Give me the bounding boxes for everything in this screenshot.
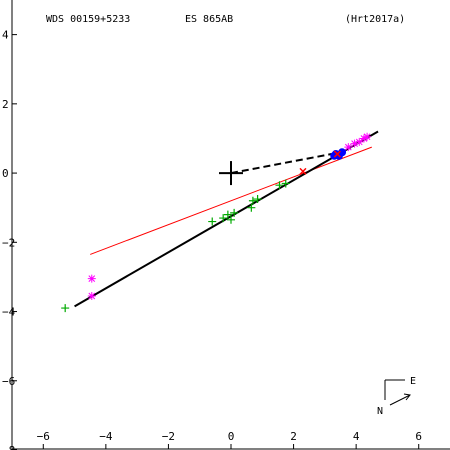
- compass-motion-arrow: [389, 394, 411, 406]
- y-tick-label: −2: [2, 236, 15, 249]
- compass-east-label: E: [410, 376, 416, 387]
- x-tick-label: 2: [290, 430, 297, 443]
- observation-asterisk-point: [87, 274, 96, 283]
- red-reference-line: [90, 146, 372, 255]
- observation-plus-point: [208, 217, 217, 226]
- observation-asterisk-point: [87, 291, 96, 300]
- node-dashed-line: [230, 151, 341, 175]
- compass-north-label: N: [377, 406, 383, 417]
- observation-plus-point: [248, 196, 257, 205]
- x-tick-label: −6: [37, 430, 50, 443]
- observation-plus-point: [247, 203, 256, 212]
- observation-plus-point: [230, 208, 239, 217]
- y-tick-label: −6: [2, 375, 15, 388]
- orbit-line: [74, 130, 379, 308]
- star-id-label: WDS 00159+5233: [46, 14, 130, 25]
- observation-cross-point: [333, 150, 341, 158]
- y-tick-label: −4: [2, 306, 16, 319]
- x-tick-label: 4: [353, 430, 360, 443]
- y-tick-label: −8: [2, 444, 15, 450]
- observation-plus-point: [227, 215, 235, 224]
- observation-asterisk-point: [363, 132, 372, 141]
- observation-plus-point: [253, 195, 262, 204]
- observation-plus-point: [223, 210, 232, 219]
- compass: E N: [377, 376, 416, 417]
- observation-asterisk-point: [350, 139, 359, 148]
- observation-cross-point: [299, 167, 307, 175]
- x-tick-label: −4: [99, 430, 113, 443]
- x-tick-label: 0: [228, 430, 235, 443]
- observation-plus-point: [61, 304, 70, 313]
- y-tick-label: 4: [2, 29, 9, 42]
- x-tick-label: −2: [162, 430, 175, 443]
- observation-plus-point: [275, 181, 284, 190]
- observation-plus-point: [281, 179, 290, 188]
- x-tick-label: 6: [415, 430, 422, 443]
- observation-asterisk-point: [355, 137, 364, 146]
- observation-asterisk-point: [359, 134, 368, 143]
- orbit-reference-label: (Hrt2017a): [345, 14, 405, 25]
- discoverer-label: ES 865AB: [185, 14, 233, 25]
- compass-arrowhead: [403, 393, 411, 401]
- y-tick-label: 0: [2, 167, 9, 180]
- observation-asterisk-point: [344, 143, 353, 152]
- y-tick-label: 2: [2, 98, 9, 111]
- observation-plus-point: [219, 214, 228, 223]
